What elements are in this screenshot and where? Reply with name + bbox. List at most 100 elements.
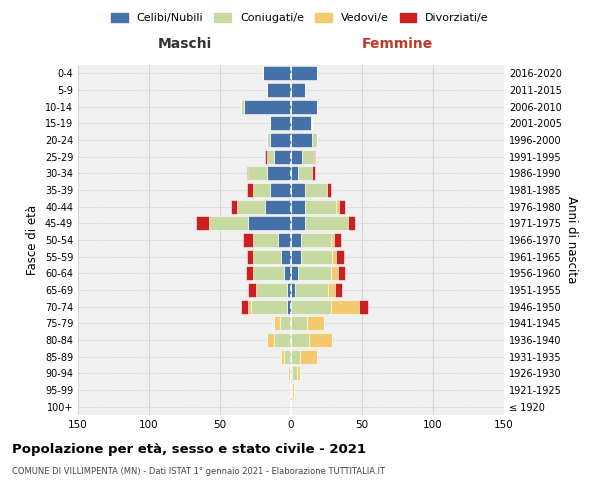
Bar	[251, 300, 287, 314]
Bar	[248, 166, 267, 180]
Bar	[248, 300, 251, 314]
Text: COMUNE DI VILLIMPENTA (MN) - Dati ISTAT 1° gennaio 2021 - Elaborazione TUTTITALI: COMUNE DI VILLIMPENTA (MN) - Dati ISTAT …	[12, 468, 385, 476]
Bar	[291, 216, 305, 230]
Bar	[256, 283, 287, 297]
Bar	[248, 283, 256, 297]
Bar	[331, 300, 359, 314]
Y-axis label: Fasce di età: Fasce di età	[26, 205, 39, 275]
Bar	[331, 266, 338, 280]
Bar	[298, 166, 313, 180]
Bar	[292, 366, 296, 380]
Bar	[247, 183, 253, 197]
Legend: Celibi/Nubili, Coniugati/e, Vedovi/e, Divorziati/e: Celibi/Nubili, Coniugati/e, Vedovi/e, Di…	[107, 8, 493, 28]
Bar	[270, 133, 291, 147]
Bar	[267, 166, 291, 180]
Bar	[348, 216, 355, 230]
Text: Maschi: Maschi	[157, 37, 212, 51]
Text: Femmine: Femmine	[362, 37, 433, 51]
Bar	[263, 66, 291, 80]
Bar	[314, 150, 315, 164]
Bar	[284, 266, 291, 280]
Bar	[281, 350, 284, 364]
Bar	[291, 100, 317, 114]
Bar	[267, 150, 274, 164]
Bar	[274, 316, 280, 330]
Bar	[291, 183, 305, 197]
Bar	[247, 250, 253, 264]
Bar	[291, 350, 299, 364]
Bar	[253, 183, 270, 197]
Bar	[237, 200, 265, 214]
Bar	[267, 333, 274, 347]
Bar	[291, 166, 298, 180]
Bar	[278, 233, 291, 247]
Bar	[291, 83, 305, 97]
Bar	[291, 300, 331, 314]
Bar	[281, 250, 291, 264]
Bar	[253, 250, 281, 264]
Bar	[248, 216, 291, 230]
Bar	[270, 116, 291, 130]
Bar	[280, 316, 291, 330]
Bar	[305, 183, 326, 197]
Bar	[291, 150, 302, 164]
Bar	[288, 366, 290, 380]
Bar	[291, 333, 310, 347]
Bar	[305, 200, 337, 214]
Bar	[311, 116, 313, 130]
Bar	[313, 133, 317, 147]
Bar	[332, 250, 337, 264]
Bar	[287, 283, 291, 297]
Bar	[265, 200, 291, 214]
Bar	[307, 316, 323, 330]
Bar	[247, 166, 248, 180]
Bar	[299, 350, 317, 364]
Bar	[291, 283, 295, 297]
Bar	[241, 300, 248, 314]
Bar	[337, 250, 344, 264]
Bar	[267, 83, 291, 97]
Bar	[284, 350, 291, 364]
Bar	[287, 300, 291, 314]
Bar	[326, 183, 331, 197]
Bar	[339, 200, 345, 214]
Bar	[334, 233, 341, 247]
Bar	[337, 200, 339, 214]
Bar	[196, 216, 209, 230]
Bar	[243, 233, 253, 247]
Bar	[291, 66, 317, 80]
Bar	[241, 100, 244, 114]
Y-axis label: Anni di nascita: Anni di nascita	[565, 196, 578, 284]
Bar	[359, 300, 368, 314]
Bar	[291, 266, 298, 280]
Bar	[291, 383, 292, 397]
Bar	[331, 233, 334, 247]
Bar	[253, 233, 278, 247]
Bar	[291, 200, 305, 214]
Bar	[296, 366, 299, 380]
Bar	[338, 266, 345, 280]
Bar	[301, 233, 331, 247]
Bar	[245, 266, 253, 280]
Bar	[290, 366, 291, 380]
Bar	[335, 283, 342, 297]
Bar	[301, 250, 332, 264]
Bar	[328, 283, 335, 297]
Bar	[265, 150, 267, 164]
Bar	[274, 150, 291, 164]
Bar	[302, 150, 314, 164]
Bar	[298, 266, 331, 280]
Bar	[270, 183, 291, 197]
Bar	[310, 333, 332, 347]
Bar	[291, 233, 301, 247]
Bar	[267, 133, 270, 147]
Bar	[253, 266, 284, 280]
Bar	[291, 116, 311, 130]
Bar	[291, 133, 313, 147]
Bar	[209, 216, 248, 230]
Bar	[232, 200, 237, 214]
Bar	[313, 166, 315, 180]
Bar	[291, 366, 292, 380]
Text: Popolazione per età, sesso e stato civile - 2021: Popolazione per età, sesso e stato civil…	[12, 442, 366, 456]
Bar	[274, 333, 291, 347]
